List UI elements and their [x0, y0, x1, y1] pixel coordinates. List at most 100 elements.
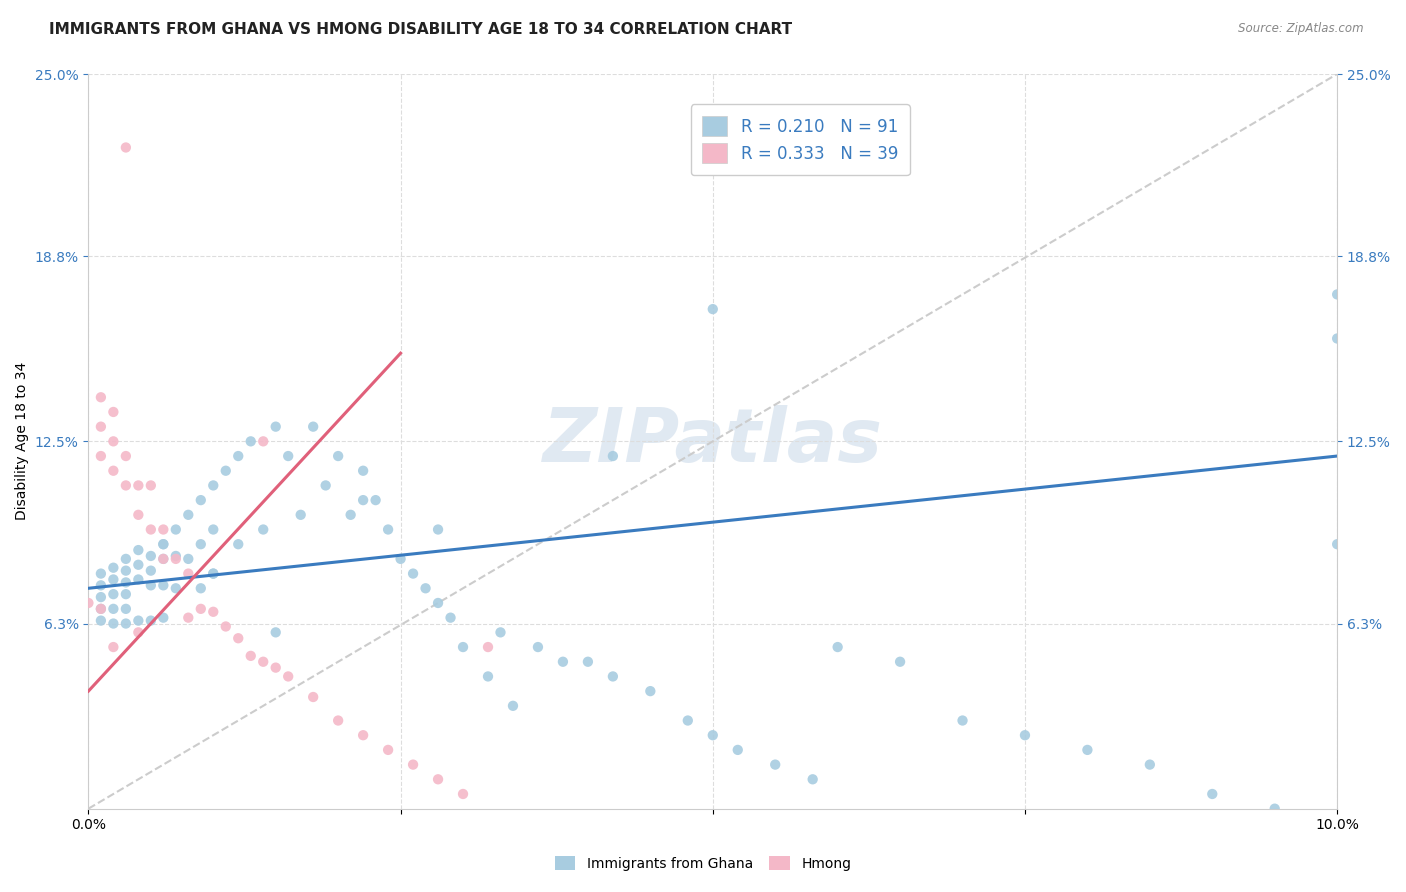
Point [90, 449, 112, 463]
Point [1326, 331, 1348, 345]
Point [103, 602, 125, 616]
Point [477, 640, 499, 654]
Point [439, 610, 461, 624]
Point [1076, 743, 1098, 757]
Point [226, 537, 249, 551]
Point [427, 772, 450, 787]
Point [139, 549, 162, 563]
Point [152, 552, 174, 566]
Point [90, 578, 112, 592]
Point [952, 714, 974, 728]
Point [451, 640, 474, 654]
Point [190, 537, 212, 551]
Point [302, 419, 325, 434]
Point [215, 619, 238, 633]
Point [352, 493, 374, 508]
Point [477, 669, 499, 683]
Point [115, 575, 138, 590]
Point [277, 669, 299, 683]
Point [763, 757, 786, 772]
Point [103, 573, 125, 587]
Point [90, 590, 112, 604]
Point [389, 552, 412, 566]
Point [640, 684, 662, 698]
Legend: R = 0.210   N = 91, R = 0.333   N = 39: R = 0.210 N = 91, R = 0.333 N = 39 [690, 104, 910, 175]
Y-axis label: Disability Age 18 to 34: Disability Age 18 to 34 [15, 362, 30, 520]
Point [139, 564, 162, 578]
Point [165, 549, 187, 563]
Point [202, 566, 225, 581]
Point [1326, 537, 1348, 551]
Point [727, 743, 749, 757]
Point [90, 390, 112, 404]
Point [264, 419, 287, 434]
Point [152, 578, 174, 592]
Point [115, 587, 138, 601]
Point [127, 478, 149, 492]
Point [115, 478, 138, 492]
Point [152, 523, 174, 537]
Point [402, 566, 425, 581]
Point [90, 614, 112, 628]
Point [277, 449, 299, 463]
Point [103, 434, 125, 449]
Point [602, 669, 624, 683]
Point [889, 655, 911, 669]
Point [90, 602, 112, 616]
Point [352, 464, 374, 478]
Point [1326, 287, 1348, 301]
Point [315, 478, 337, 492]
Point [139, 614, 162, 628]
Point [352, 728, 374, 742]
Point [264, 625, 287, 640]
Point [252, 655, 274, 669]
Point [177, 508, 200, 522]
Point [165, 582, 187, 596]
Point [190, 582, 212, 596]
Point [1201, 787, 1223, 801]
Point [339, 508, 361, 522]
Point [489, 625, 512, 640]
Point [215, 464, 238, 478]
Point [226, 632, 249, 646]
Point [202, 566, 225, 581]
Point [177, 552, 200, 566]
Point [702, 302, 724, 317]
Point [402, 757, 425, 772]
Point [190, 493, 212, 508]
Point [202, 478, 225, 492]
Point [239, 648, 262, 663]
Point [127, 558, 149, 572]
Text: ZIPatlas: ZIPatlas [543, 405, 883, 478]
Point [90, 419, 112, 434]
Point [377, 523, 399, 537]
Point [676, 714, 699, 728]
Point [702, 728, 724, 742]
Point [152, 552, 174, 566]
Point [190, 602, 212, 616]
Point [377, 743, 399, 757]
Point [115, 616, 138, 631]
Point [427, 596, 450, 610]
Point [165, 552, 187, 566]
Legend: Immigrants from Ghana, Hmong: Immigrants from Ghana, Hmong [548, 850, 858, 876]
Point [90, 566, 112, 581]
Point [427, 523, 450, 537]
Point [139, 478, 162, 492]
Point [1139, 757, 1161, 772]
Point [177, 610, 200, 624]
Point [103, 405, 125, 419]
Point [139, 523, 162, 537]
Point [328, 714, 350, 728]
Point [115, 449, 138, 463]
Point [127, 508, 149, 522]
Point [177, 566, 200, 581]
Point [226, 449, 249, 463]
Point [252, 523, 274, 537]
Text: IMMIGRANTS FROM GHANA VS HMONG DISABILITY AGE 18 TO 34 CORRELATION CHART: IMMIGRANTS FROM GHANA VS HMONG DISABILIT… [49, 22, 793, 37]
Point [302, 690, 325, 704]
Point [827, 640, 849, 654]
Point [1264, 802, 1286, 816]
Point [103, 560, 125, 574]
Point [527, 640, 550, 654]
